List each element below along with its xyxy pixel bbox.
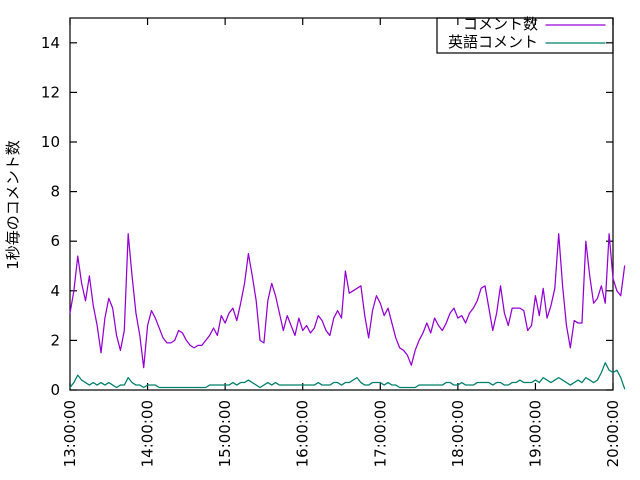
series-line-english-comment <box>69 362 626 390</box>
series-lines <box>69 233 626 390</box>
x-tick-label: 17:00:00 <box>371 400 389 467</box>
legend-box <box>436 17 614 54</box>
y-axis-ticks: 0 2 4 6 8 10 12 14 <box>41 34 613 399</box>
x-tick-label: 20:00:00 <box>604 400 622 467</box>
y-tick-label: 0 <box>50 381 60 399</box>
x-tick-label: 14:00:00 <box>139 400 157 467</box>
y-tick-label: 14 <box>41 34 60 52</box>
chart-legend: コメント数 英語コメント <box>436 15 614 54</box>
y-tick-label: 4 <box>50 282 60 300</box>
y-tick-label: 12 <box>41 83 60 101</box>
x-tick-label: 18:00:00 <box>449 400 467 467</box>
x-tick-label: 15:00:00 <box>216 400 234 467</box>
y-tick-label: 8 <box>50 183 60 201</box>
legend-label-english-comment: 英語コメント <box>448 33 538 51</box>
y-axis-title: 1秒毎のコメント数 <box>4 140 22 270</box>
legend-label-comment-count: コメント数 <box>463 15 538 33</box>
series-line-comment-count <box>69 233 626 369</box>
y-tick-label: 2 <box>50 331 60 349</box>
y-tick-label: 10 <box>41 133 60 151</box>
x-axis-ticks: 13:00:00 14:00:00 15:00:00 16:00:00 17:00:00… <box>61 18 622 467</box>
plot-border <box>69 17 614 391</box>
x-tick-label: 13:00:00 <box>61 400 79 467</box>
x-tick-label: 19:00:00 <box>526 400 544 467</box>
y-tick-label: 6 <box>50 232 60 250</box>
x-tick-label: 16:00:00 <box>294 400 312 467</box>
